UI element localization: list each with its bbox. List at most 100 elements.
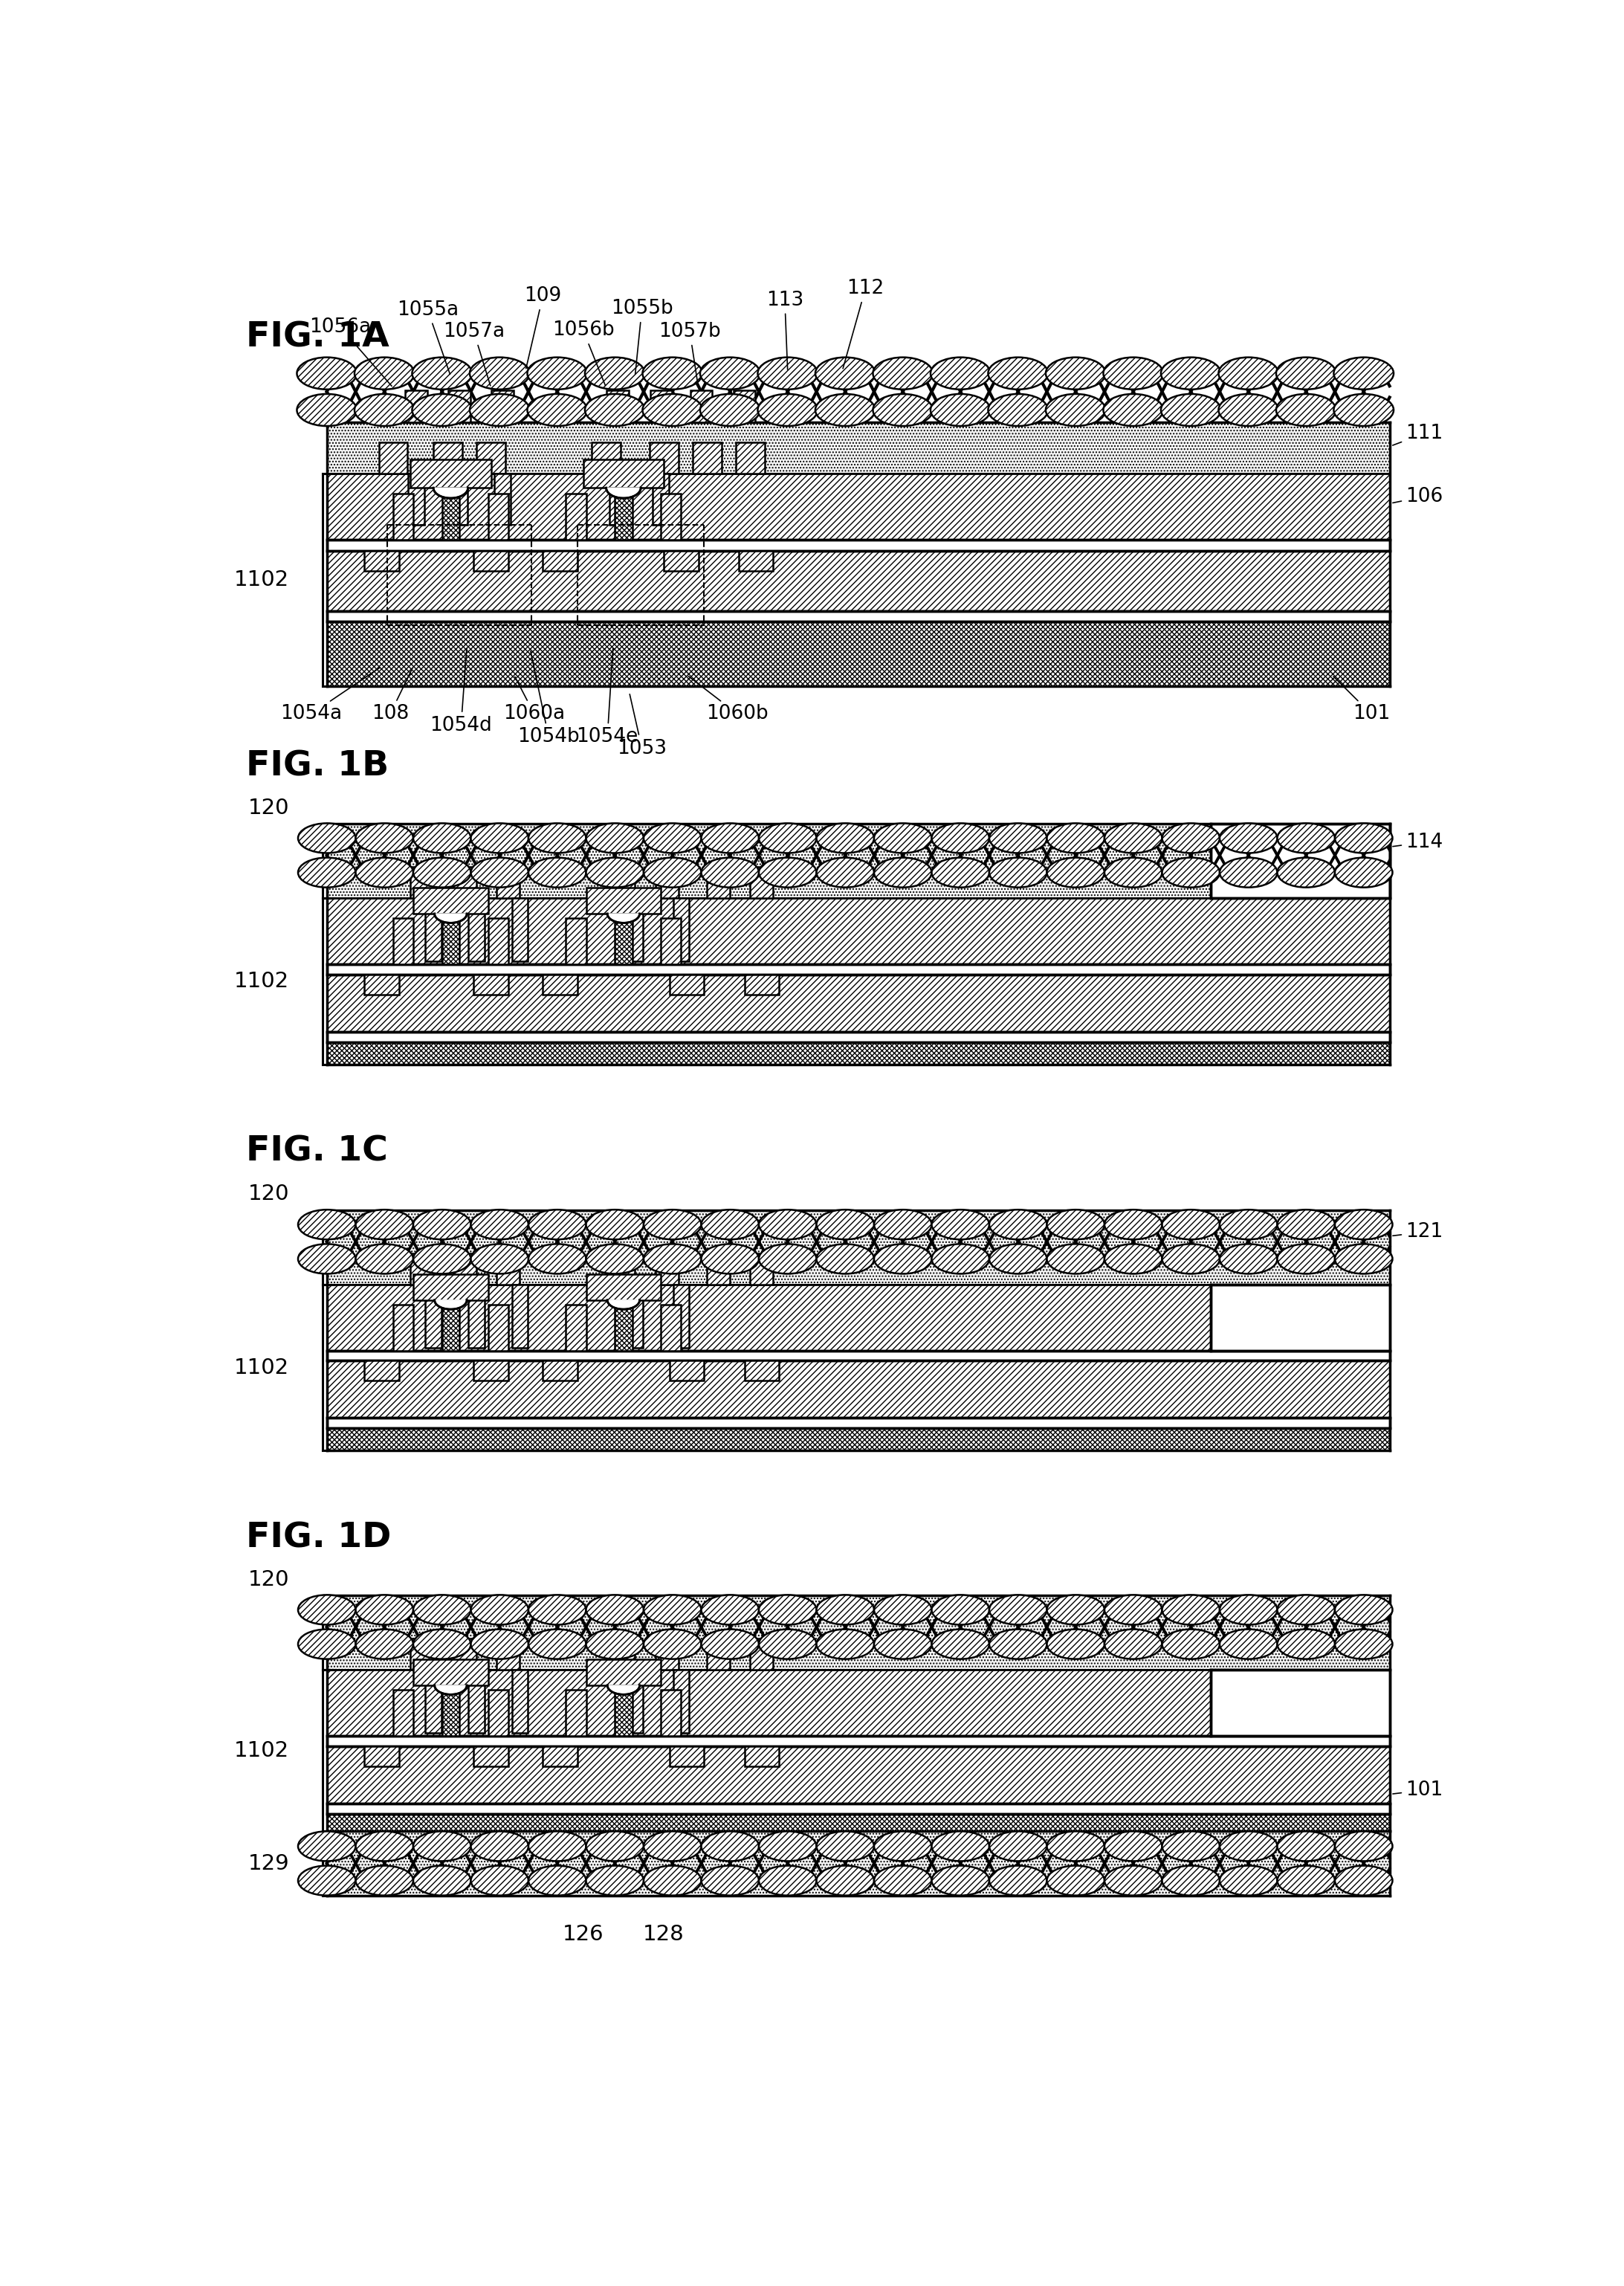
Bar: [1212, 1669, 1390, 1735]
Text: 1102: 1102: [234, 1358, 289, 1378]
Bar: [364, 974, 400, 994]
Ellipse shape: [989, 857, 1047, 887]
Bar: [326, 1747, 1390, 1804]
Ellipse shape: [1220, 857, 1276, 887]
Ellipse shape: [932, 1209, 989, 1239]
Text: 120: 120: [248, 1184, 289, 1205]
Bar: [469, 898, 484, 960]
Ellipse shape: [758, 393, 817, 425]
Bar: [326, 965, 1390, 974]
Ellipse shape: [1276, 1596, 1335, 1625]
Ellipse shape: [758, 1209, 817, 1239]
Bar: [744, 1360, 780, 1381]
Bar: [565, 919, 586, 965]
Polygon shape: [434, 487, 468, 498]
Text: 101: 101: [1333, 677, 1390, 725]
Bar: [1212, 823, 1390, 898]
Ellipse shape: [528, 1630, 586, 1660]
Bar: [494, 473, 510, 526]
Bar: [364, 551, 400, 572]
Bar: [1212, 1285, 1390, 1351]
Bar: [474, 551, 508, 572]
Bar: [393, 1689, 412, 1735]
Bar: [326, 1669, 1390, 1735]
Ellipse shape: [1104, 823, 1163, 853]
Ellipse shape: [1163, 1209, 1220, 1239]
Bar: [326, 1813, 1390, 1831]
Ellipse shape: [471, 1865, 528, 1895]
Ellipse shape: [817, 1831, 874, 1861]
Ellipse shape: [931, 357, 991, 389]
Ellipse shape: [932, 857, 989, 887]
Polygon shape: [606, 487, 641, 498]
Ellipse shape: [1163, 857, 1220, 887]
Ellipse shape: [585, 393, 645, 425]
Text: FIG. 1C: FIG. 1C: [247, 1134, 388, 1168]
Ellipse shape: [932, 1831, 989, 1861]
Ellipse shape: [643, 1831, 702, 1861]
Polygon shape: [607, 1301, 640, 1310]
Bar: [734, 391, 755, 423]
Bar: [615, 1689, 632, 1735]
Ellipse shape: [1047, 857, 1104, 887]
Ellipse shape: [1104, 1865, 1163, 1895]
Text: 109: 109: [525, 286, 562, 368]
Ellipse shape: [1104, 1596, 1163, 1625]
Ellipse shape: [1335, 1630, 1392, 1660]
Ellipse shape: [815, 357, 875, 389]
Bar: [404, 391, 427, 423]
Ellipse shape: [354, 393, 414, 425]
Bar: [669, 974, 705, 994]
Ellipse shape: [1276, 1630, 1335, 1660]
Ellipse shape: [1163, 1244, 1220, 1273]
Bar: [497, 866, 520, 898]
Bar: [469, 1669, 484, 1733]
Bar: [607, 391, 628, 423]
Ellipse shape: [989, 1209, 1047, 1239]
Ellipse shape: [702, 1244, 758, 1273]
Ellipse shape: [1047, 1596, 1104, 1625]
Bar: [650, 441, 679, 473]
Text: 1054a: 1054a: [281, 668, 380, 725]
Ellipse shape: [874, 1244, 932, 1273]
Ellipse shape: [1276, 1831, 1335, 1861]
Ellipse shape: [356, 1865, 412, 1895]
Ellipse shape: [356, 1596, 412, 1625]
Ellipse shape: [586, 1865, 643, 1895]
Ellipse shape: [1104, 1209, 1163, 1239]
Ellipse shape: [471, 857, 528, 887]
Ellipse shape: [700, 393, 760, 425]
Bar: [326, 539, 1390, 551]
Ellipse shape: [1276, 823, 1335, 853]
Bar: [326, 898, 1390, 965]
Bar: [425, 1669, 442, 1733]
Polygon shape: [607, 1685, 640, 1694]
Bar: [736, 441, 765, 473]
Ellipse shape: [299, 823, 356, 853]
Ellipse shape: [299, 1865, 356, 1895]
Ellipse shape: [931, 393, 991, 425]
Ellipse shape: [817, 1865, 874, 1895]
Bar: [442, 1689, 460, 1735]
Ellipse shape: [702, 823, 758, 853]
Bar: [497, 1253, 520, 1285]
Ellipse shape: [299, 1831, 356, 1861]
Bar: [542, 1747, 578, 1767]
Text: 114: 114: [1393, 832, 1442, 853]
Text: 1060b: 1060b: [689, 677, 768, 725]
Ellipse shape: [299, 1244, 356, 1273]
Bar: [393, 919, 412, 965]
Ellipse shape: [586, 1209, 643, 1239]
Ellipse shape: [1163, 1831, 1220, 1861]
Bar: [744, 974, 780, 994]
Text: FIG. 1B: FIG. 1B: [247, 750, 390, 784]
Ellipse shape: [643, 857, 702, 887]
Bar: [591, 441, 620, 473]
Ellipse shape: [643, 1209, 702, 1239]
Bar: [612, 1639, 635, 1669]
Text: 1102: 1102: [234, 972, 289, 992]
Bar: [512, 1669, 528, 1733]
Bar: [326, 1429, 1390, 1452]
Bar: [326, 1596, 1390, 1669]
Polygon shape: [607, 914, 640, 924]
